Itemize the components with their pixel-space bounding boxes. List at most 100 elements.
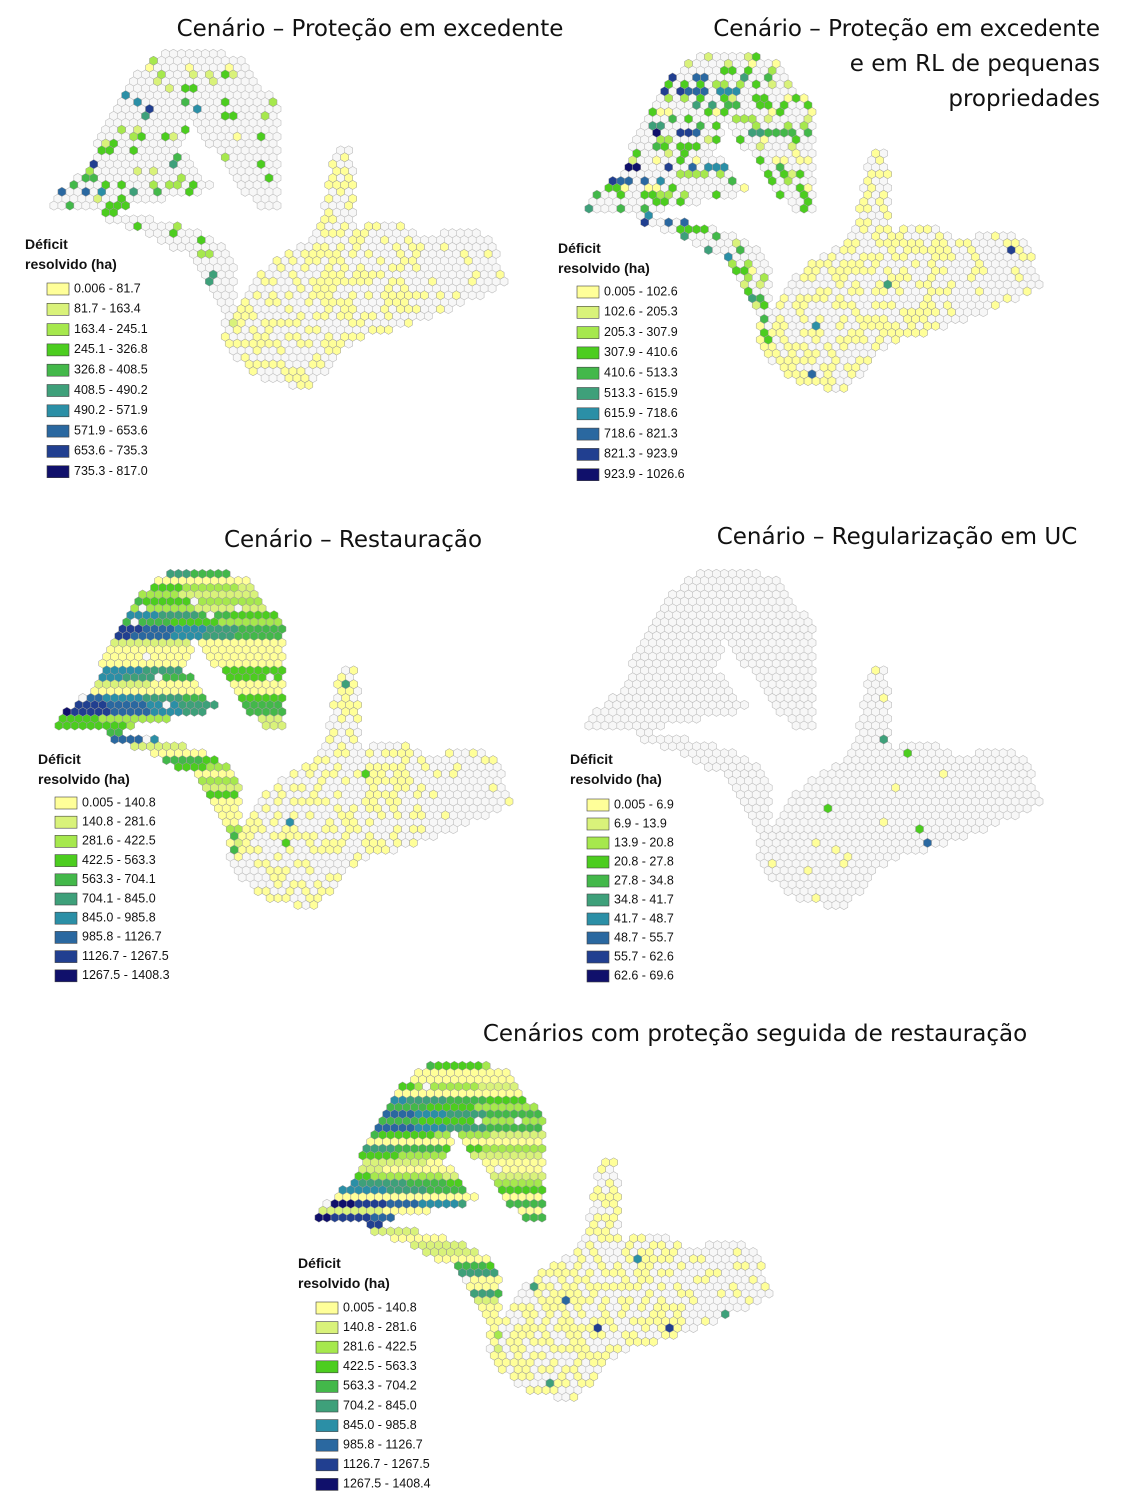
legend-swatch [576, 326, 600, 339]
legend-swatch [46, 424, 70, 438]
legend-label: 408.5 - 490.2 [74, 383, 148, 397]
legend-label: 985.8 - 1126.7 [82, 930, 162, 944]
map-panel: Cenários com proteção seguida de restaur… [298, 1021, 1027, 1491]
legend-label: 62.6 - 69.6 [614, 968, 674, 982]
legend-label: 6.9 - 13.9 [614, 816, 667, 830]
panel-title: Cenário – Restauração [224, 527, 482, 553]
legend-label: 0.005 - 140.8 [343, 1300, 417, 1314]
legend-swatch [586, 817, 610, 831]
legend-label: 704.2 - 845.0 [343, 1398, 417, 1412]
legend-label: 245.1 - 326.8 [74, 342, 148, 356]
legend-label: 0.006 - 81.7 [74, 281, 141, 295]
legend-swatch [576, 427, 600, 441]
legend-swatch [586, 893, 610, 907]
legend-swatch [315, 1458, 339, 1472]
legend-swatch [54, 873, 78, 887]
legend-label: 563.3 - 704.1 [82, 872, 156, 886]
map-cells-class [89, 104, 154, 170]
legend-swatch [576, 407, 600, 421]
legend-title: Déficit [558, 240, 601, 256]
legend-swatch [54, 835, 78, 848]
legend-label: 653.6 - 735.3 [74, 444, 148, 458]
legend-title: resolvido (ha) [38, 771, 130, 787]
panel-title: Cenário – Regularização em UC [717, 524, 1078, 550]
legend-title: resolvido (ha) [25, 256, 117, 272]
map-cells-class [879, 734, 888, 745]
legend-label: 821.3 - 923.9 [604, 447, 678, 461]
legend-swatch [46, 465, 70, 479]
legend-swatch [46, 282, 70, 296]
legend-title: Déficit [25, 236, 68, 252]
legend-label: 281.6 - 422.5 [82, 834, 156, 848]
legend-label: 281.6 - 422.5 [343, 1339, 417, 1353]
legend-swatch [586, 874, 610, 888]
legend-swatch [315, 1301, 339, 1315]
legend-label: 27.8 - 34.8 [614, 873, 674, 887]
map-panel: Cenário – Regularização em UC Déficit reso… [570, 524, 1078, 983]
legend-label: 410.6 - 513.3 [604, 365, 678, 379]
legend-swatch [586, 836, 610, 850]
legend-label: 140.8 - 281.6 [343, 1320, 417, 1334]
legend-label: 48.7 - 55.7 [614, 930, 674, 944]
map-panel: Cenário – Restauração Déficit resolvido (h… [38, 527, 514, 983]
legend-swatch [315, 1340, 339, 1354]
legend-swatch [54, 931, 78, 944]
panel-title: e em RL de pequenas [850, 51, 1100, 77]
legend-swatch [315, 1478, 339, 1491]
panel-title: propriedades [948, 86, 1100, 112]
panel-title: Cenário – Proteção em excedente [177, 16, 564, 42]
map-cells-class [85, 55, 278, 259]
legend-swatch [576, 468, 600, 482]
legend-label: 34.8 - 41.7 [614, 892, 674, 906]
map-cells-class [62, 706, 72, 717]
legend-label: 735.3 - 817.0 [74, 464, 148, 478]
panel-title: Cenários com proteção seguida de restaur… [483, 1021, 1027, 1047]
legend-label: 20.8 - 27.8 [614, 854, 674, 868]
panel-title: Cenário – Proteção em excedente [713, 16, 1100, 42]
map-cells-class [57, 186, 91, 197]
legend-label: 0.005 - 102.6 [604, 284, 678, 298]
legend-swatch [54, 892, 78, 906]
legend-label: 571.9 - 653.6 [74, 423, 148, 437]
legend-swatch [586, 855, 610, 869]
map-cells-class [823, 748, 924, 834]
legend-swatch [315, 1380, 339, 1393]
legend-swatch [315, 1438, 339, 1452]
map-cells-class [608, 72, 1016, 255]
legend-title: resolvido (ha) [558, 260, 650, 276]
legend-label: 718.6 - 821.3 [604, 426, 678, 440]
legend-label: 102.6 - 205.3 [604, 305, 678, 319]
legend-swatch [586, 931, 610, 945]
map-cells-empty [49, 48, 509, 390]
legend-swatch [46, 343, 70, 357]
legend-swatch [54, 796, 78, 810]
legend-label: 422.5 - 563.3 [82, 853, 156, 867]
legend-swatch [576, 285, 600, 299]
legend-swatch [46, 323, 70, 336]
map-cells-class [767, 665, 948, 903]
legend-title: Déficit [570, 751, 613, 767]
legend-label: 985.8 - 1126.7 [343, 1437, 423, 1451]
legend-swatch [586, 950, 610, 964]
legend-label: 140.8 - 281.6 [82, 814, 156, 828]
legend-label: 422.5 - 563.3 [343, 1359, 417, 1373]
legend-label: 923.9 - 1026.6 [604, 467, 685, 481]
legend-label: 307.9 - 410.6 [604, 345, 678, 359]
legend-swatch [46, 445, 70, 458]
legend-label: 0.005 - 140.8 [82, 795, 156, 809]
legend-swatch [54, 950, 78, 963]
legend-swatch [54, 969, 78, 983]
legend-swatch [315, 1399, 339, 1413]
legend-label: 845.0 - 985.8 [82, 910, 156, 924]
legend-label: 845.0 - 985.8 [343, 1418, 417, 1432]
legend-swatch [54, 854, 78, 867]
legend-label: 81.7 - 163.4 [74, 302, 141, 316]
legend-label: 0.005 - 6.9 [614, 797, 674, 811]
legend-swatch [46, 404, 70, 418]
legend-label: 615.9 - 718.6 [604, 406, 678, 420]
legend-label: 205.3 - 307.9 [604, 325, 678, 339]
legend-label: 41.7 - 48.7 [614, 911, 674, 925]
legend-swatch [576, 305, 600, 319]
legend-swatch [315, 1360, 339, 1374]
